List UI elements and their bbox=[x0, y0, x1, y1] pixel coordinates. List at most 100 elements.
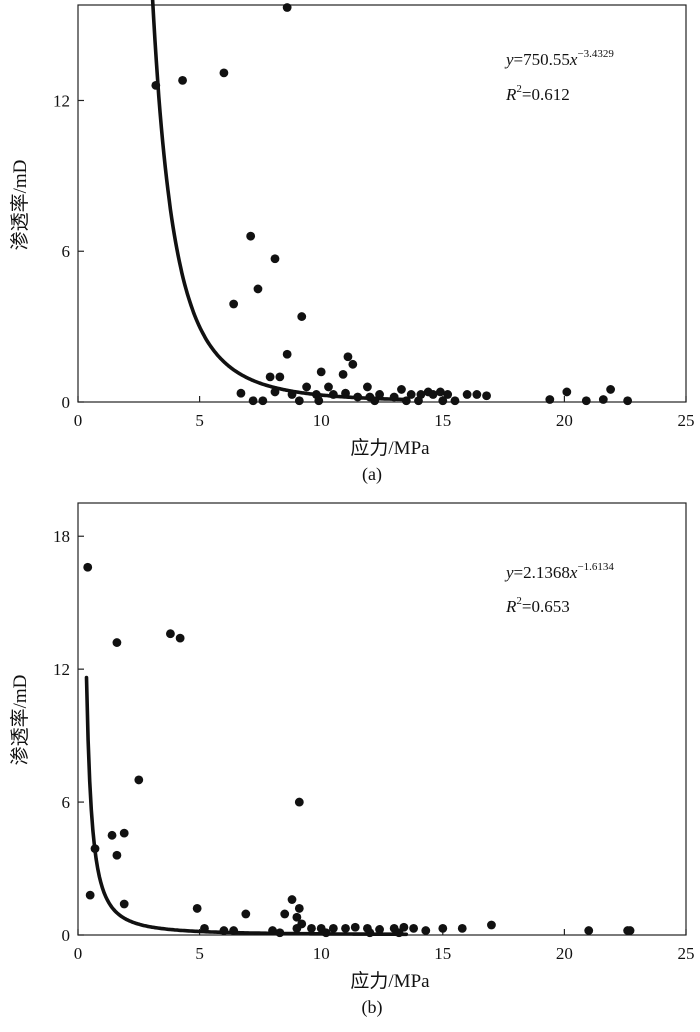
data-point bbox=[307, 923, 316, 933]
data-point bbox=[472, 390, 482, 399]
x-tick-label: 25 bbox=[678, 944, 695, 963]
data-point bbox=[85, 890, 95, 900]
x-tick-label: 20 bbox=[556, 411, 573, 430]
fit-curve bbox=[84, 675, 409, 937]
data-point bbox=[134, 775, 144, 785]
x-tick-label: 15 bbox=[434, 944, 451, 963]
y-tick-label: 6 bbox=[62, 242, 71, 261]
data-point bbox=[598, 395, 608, 404]
data-point bbox=[341, 923, 350, 933]
data-point bbox=[397, 385, 406, 394]
data-point bbox=[294, 797, 304, 807]
data-point bbox=[107, 830, 117, 840]
data-point bbox=[294, 396, 304, 406]
data-point bbox=[292, 912, 302, 922]
data-point bbox=[581, 396, 591, 406]
data-point bbox=[178, 75, 187, 85]
data-point bbox=[192, 904, 202, 913]
data-point bbox=[302, 382, 312, 392]
r-squared: R2=0.612 bbox=[505, 83, 570, 104]
data-point bbox=[365, 928, 375, 938]
data-point bbox=[119, 899, 129, 909]
data-point bbox=[314, 396, 324, 406]
x-tick-label: 0 bbox=[74, 944, 83, 963]
data-point bbox=[438, 396, 448, 406]
data-point bbox=[229, 926, 239, 935]
x-axis-label: 应力/MPa bbox=[350, 437, 430, 459]
data-point bbox=[353, 392, 363, 402]
r2-var: R bbox=[505, 597, 517, 616]
data-point bbox=[270, 254, 280, 264]
data-point bbox=[112, 638, 122, 647]
data-point bbox=[421, 926, 431, 935]
data-point bbox=[324, 382, 333, 392]
data-point bbox=[275, 372, 285, 382]
y-tick-label: 0 bbox=[62, 393, 71, 412]
data-point bbox=[248, 396, 258, 406]
data-point bbox=[275, 928, 285, 938]
data-point bbox=[584, 926, 594, 935]
data-point bbox=[406, 390, 416, 399]
data-point bbox=[414, 396, 423, 406]
r2-var: R bbox=[505, 85, 517, 104]
data-point bbox=[258, 396, 268, 406]
y-tick-label: 6 bbox=[62, 793, 71, 812]
data-point bbox=[246, 231, 256, 241]
data-point bbox=[282, 3, 292, 12]
data-point bbox=[236, 388, 246, 398]
data-point bbox=[438, 923, 448, 933]
data-point bbox=[219, 926, 229, 935]
equation-coef: =2.1368 bbox=[514, 563, 570, 582]
data-point bbox=[287, 895, 297, 904]
data-point bbox=[287, 390, 297, 399]
data-point bbox=[268, 926, 277, 935]
data-point bbox=[428, 390, 438, 399]
data-point bbox=[487, 920, 496, 930]
data-point bbox=[606, 385, 616, 394]
data-point bbox=[321, 928, 331, 938]
data-point bbox=[253, 284, 263, 294]
fit-curve bbox=[150, 0, 409, 402]
equation-coef: =750.55 bbox=[514, 50, 570, 69]
data-point bbox=[328, 390, 338, 399]
data-point bbox=[241, 909, 251, 919]
y-axis-label: 渗透率/mD bbox=[9, 675, 31, 766]
data-point bbox=[297, 312, 307, 321]
data-point bbox=[341, 388, 350, 398]
fit-equation: y=2.1368x−1.6134 bbox=[504, 561, 614, 582]
data-point bbox=[83, 562, 93, 572]
data-point bbox=[462, 390, 472, 399]
equation-exponent: −3.4329 bbox=[577, 48, 614, 60]
r2-value: =0.653 bbox=[522, 597, 570, 616]
data-point bbox=[401, 396, 411, 406]
data-point bbox=[450, 396, 460, 406]
data-point bbox=[623, 396, 633, 406]
x-tick-label: 10 bbox=[313, 944, 330, 963]
data-point bbox=[219, 68, 229, 78]
chart-caption: (b) bbox=[362, 997, 383, 1018]
data-point bbox=[175, 633, 185, 643]
x-axis-label: 应力/MPa bbox=[350, 970, 430, 992]
data-point bbox=[282, 349, 292, 359]
y-tick-label: 18 bbox=[53, 527, 70, 546]
x-tick-label: 20 bbox=[556, 944, 573, 963]
r2-value: =0.612 bbox=[522, 85, 570, 104]
data-point bbox=[545, 395, 555, 404]
x-tick-label: 0 bbox=[74, 411, 83, 430]
x-tick-label: 5 bbox=[195, 944, 204, 963]
y-tick-label: 12 bbox=[53, 91, 70, 110]
chart-caption: (a) bbox=[362, 464, 382, 485]
data-point bbox=[389, 392, 399, 402]
data-point bbox=[90, 844, 100, 853]
plot-frame bbox=[77, 4, 687, 403]
data-point bbox=[292, 923, 302, 933]
r2-sup: 2 bbox=[516, 595, 522, 607]
data-point bbox=[443, 390, 453, 399]
equation-var: y bbox=[504, 50, 514, 69]
data-point bbox=[482, 391, 491, 401]
data-point bbox=[370, 396, 380, 406]
data-point bbox=[338, 369, 348, 379]
x-tick-label: 5 bbox=[195, 411, 204, 430]
fit-equation: y=750.55x−3.4329 bbox=[504, 48, 614, 69]
